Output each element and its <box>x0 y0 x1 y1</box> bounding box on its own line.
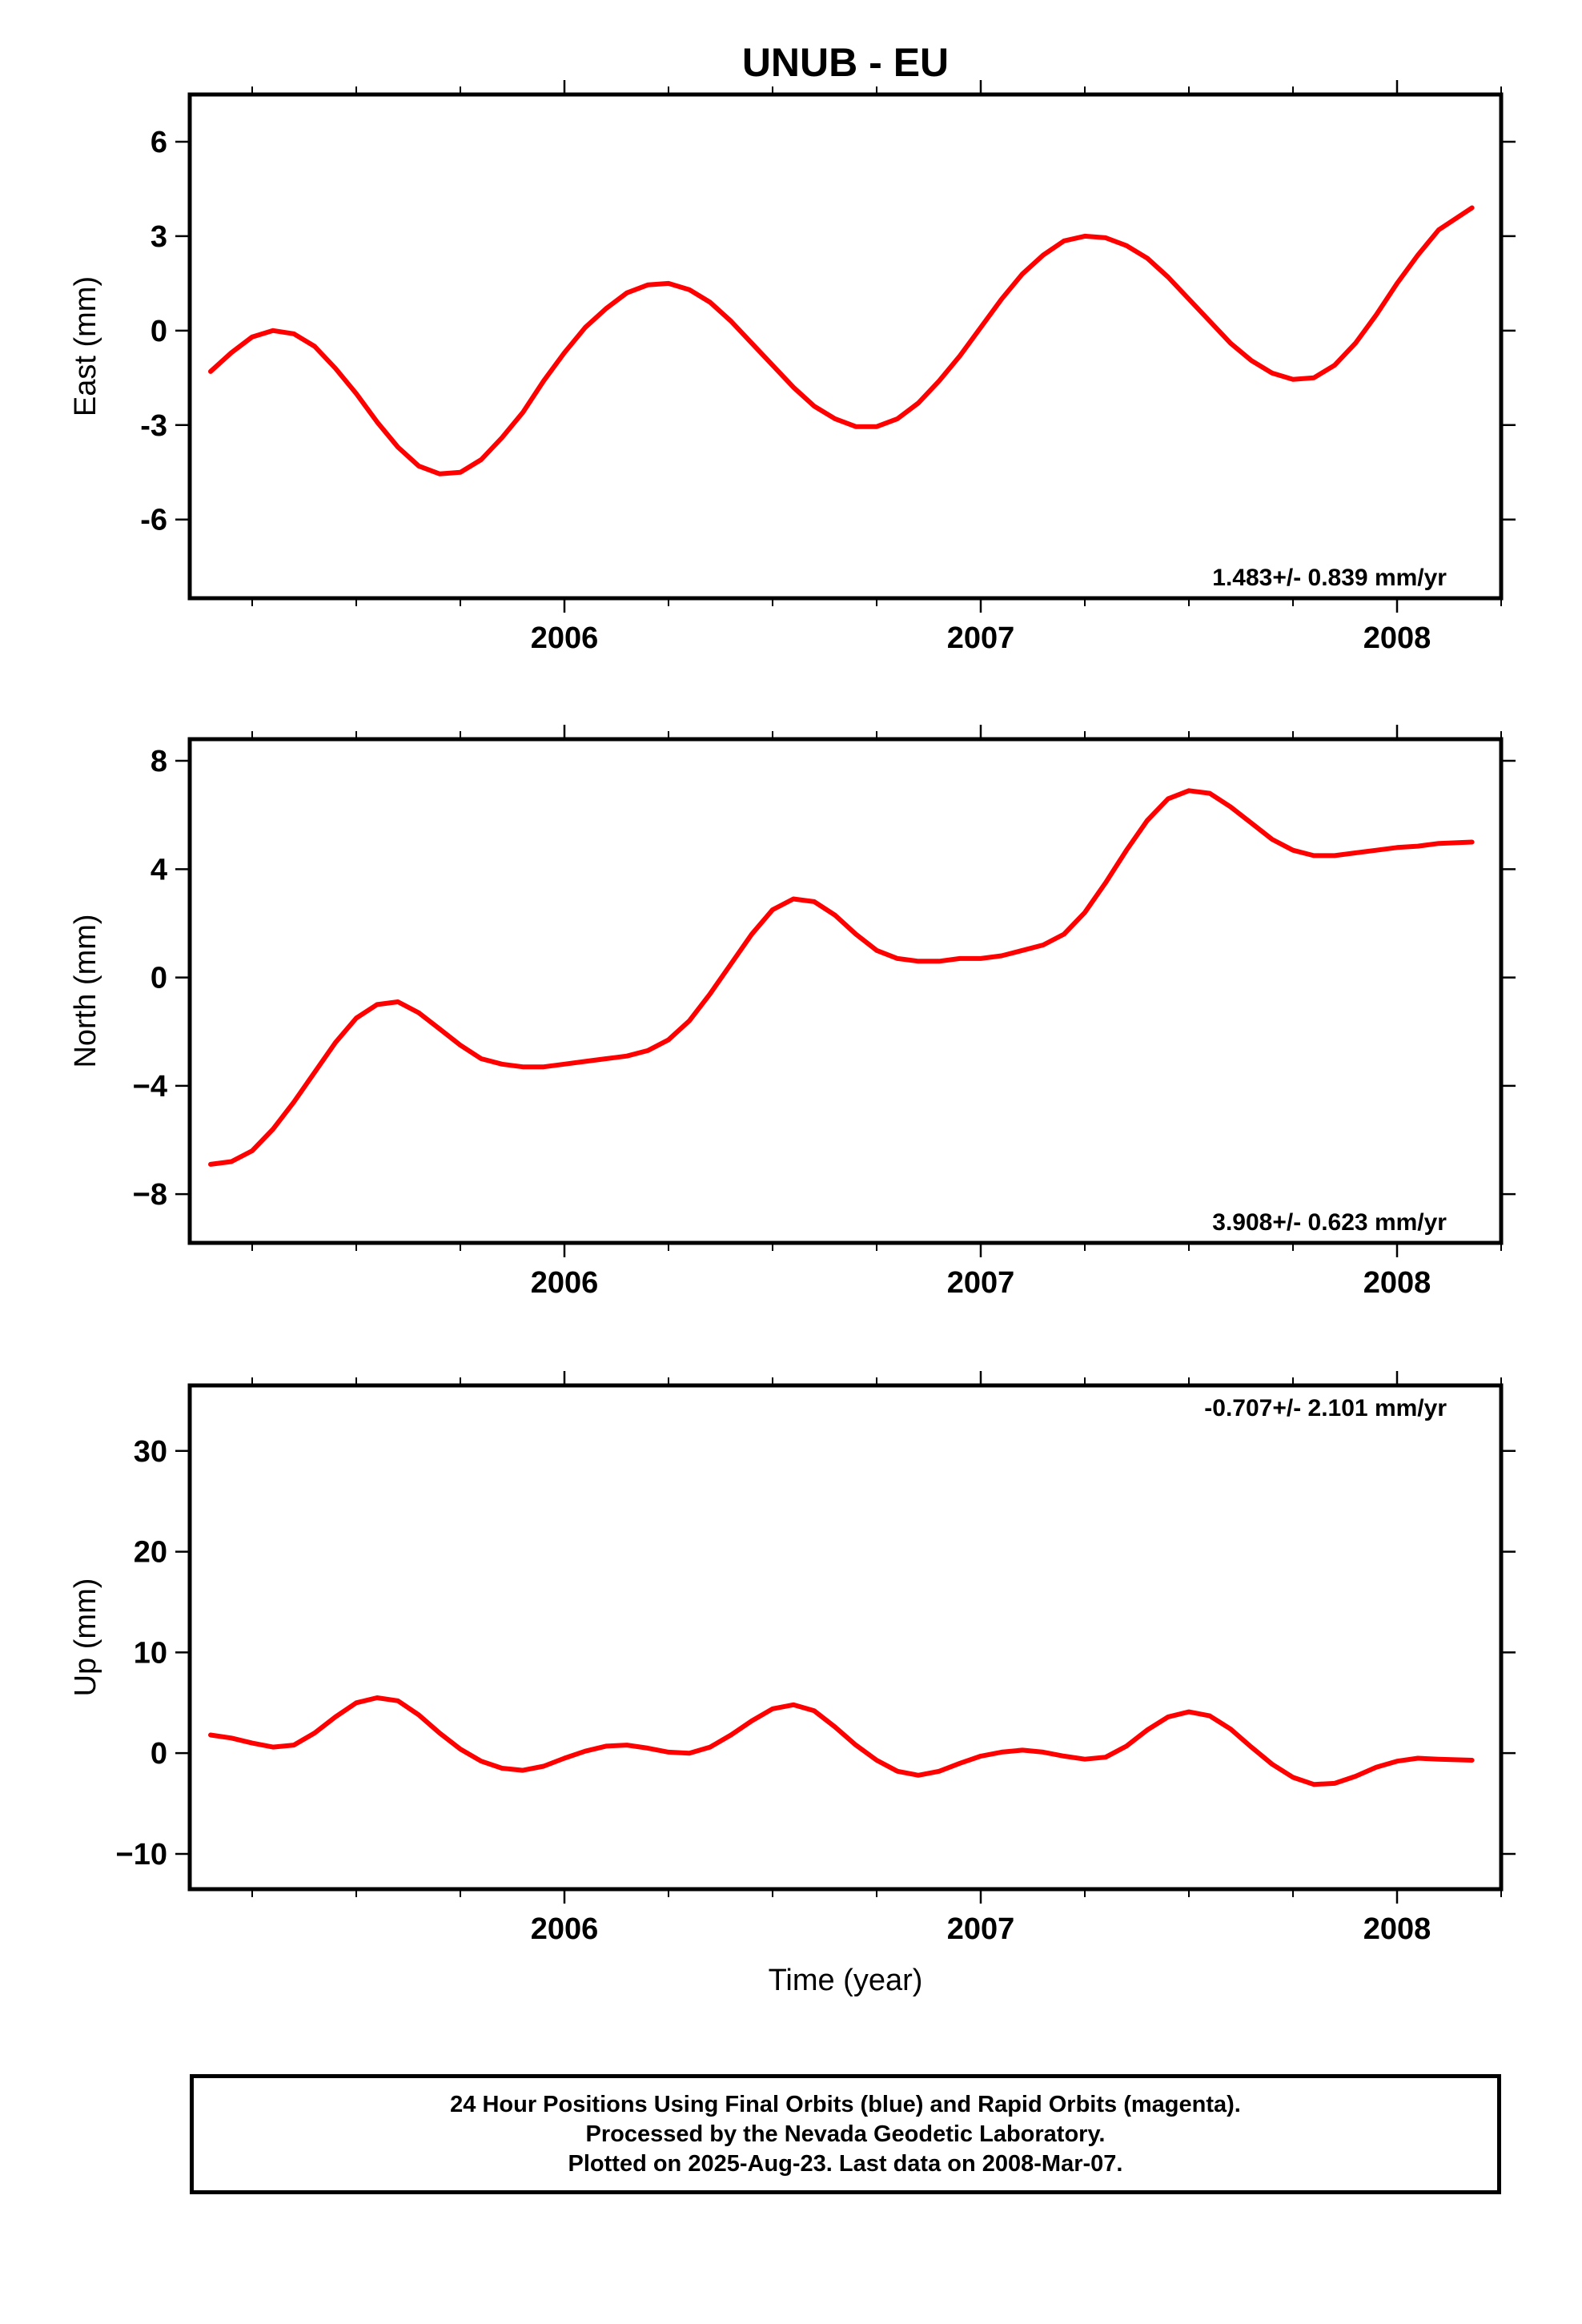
y-tick-label: -3 <box>140 409 167 443</box>
chart-title: UNUB - EU <box>742 40 949 85</box>
x-axis-label: Time (year) <box>769 1964 923 1997</box>
x-tick-label: 2006 <box>531 1266 599 1300</box>
y-tick-label: 8 <box>151 745 167 778</box>
x-tick-label: 2006 <box>531 1912 599 1946</box>
caption-line-1: 24 Hour Positions Using Final Orbits (bl… <box>450 2091 1241 2117</box>
rate-label: 1.483+/- 0.839 mm/yr <box>1212 565 1447 591</box>
y-tick-label: 4 <box>151 853 167 887</box>
x-tick-label: 2007 <box>947 1912 1015 1946</box>
y-tick-label: 20 <box>134 1536 167 1570</box>
y-axis-label: East (mm) <box>69 276 102 416</box>
panel-up: 2006 2007 2008 30 20 10 0 −10 Up (mm) Time (year)… <box>69 1371 1516 1997</box>
y-tick-label: −8 <box>133 1178 167 1212</box>
rate-label: -0.707+/- 2.101 mm/yr <box>1204 1395 1447 1421</box>
y-tick-label: 3 <box>151 220 167 254</box>
x-tick-label: 2007 <box>947 1266 1015 1300</box>
y-axis-label: North (mm) <box>69 914 102 1068</box>
panel-north: 2006 2007 2008 8 4 0 −4 −8 North (mm) 3.908+/- 0.… <box>69 725 1516 1300</box>
x-tick-label: 2007 <box>947 621 1015 655</box>
y-tick-label: 0 <box>151 962 167 995</box>
y-tick-label: −10 <box>116 1838 167 1872</box>
minor-ticks <box>251 731 1502 1251</box>
panel-east: 2006 2007 2008 6 3 0 -3 -6 East (mm) 1.483+/- 0.8… <box>69 80 1516 655</box>
plot-frame <box>187 92 1504 601</box>
fit-curve <box>208 788 1475 1167</box>
x-tick-label: 2008 <box>1363 1912 1431 1946</box>
y-tick-label: -6 <box>140 504 167 537</box>
x-tick-label: 2006 <box>531 621 599 655</box>
y-tick-label: −4 <box>133 1070 167 1104</box>
plot-frame <box>187 1383 1504 1892</box>
caption-line-3: Plotted on 2025-Aug-23. Last data on 200… <box>568 2150 1123 2177</box>
caption-box: 24 Hour Positions Using Final Orbits (bl… <box>190 2074 1501 2194</box>
y-tick-label: 30 <box>134 1435 167 1469</box>
y-tick-label: 0 <box>151 315 167 348</box>
y-axis-label: Up (mm) <box>69 1578 102 1697</box>
fit-curve <box>208 1695 1475 1787</box>
y-tick-label: 0 <box>151 1737 167 1771</box>
y-tick-label: 10 <box>134 1636 167 1670</box>
minor-ticks <box>251 86 1502 606</box>
y-tick-label: 6 <box>151 126 167 159</box>
x-tick-label: 2008 <box>1363 1266 1431 1300</box>
x-tick-label: 2008 <box>1363 621 1431 655</box>
minor-ticks <box>251 1377 1502 1897</box>
plot-frame <box>187 737 1504 1245</box>
rate-label: 3.908+/- 0.623 mm/yr <box>1212 1209 1447 1236</box>
fit-curve <box>208 205 1475 476</box>
caption-line-2: Processed by the Nevada Geodetic Laborat… <box>585 2121 1106 2147</box>
